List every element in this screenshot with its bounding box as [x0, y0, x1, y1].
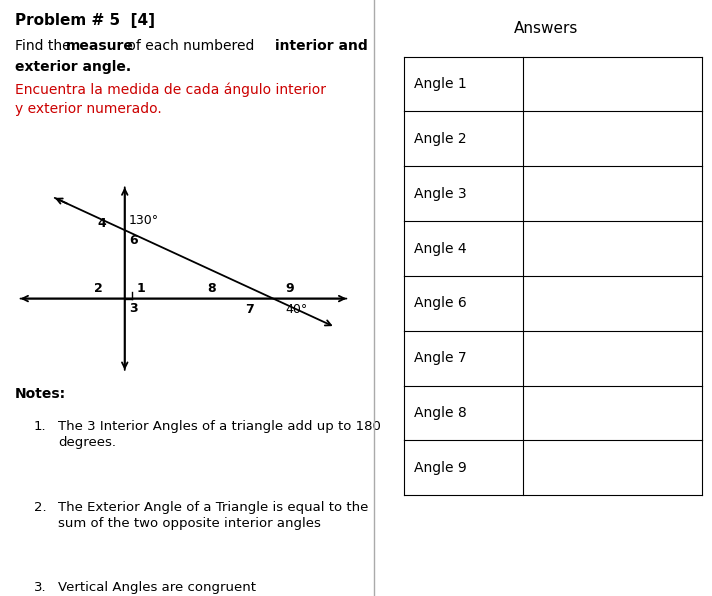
Text: 4: 4 [98, 216, 107, 229]
Text: Angle 7: Angle 7 [414, 351, 466, 365]
Text: interior and: interior and [275, 39, 367, 52]
Text: measure: measure [66, 39, 133, 52]
Text: 130°: 130° [129, 213, 159, 226]
Text: 2.: 2. [33, 501, 46, 514]
Text: Problem # 5  [4]: Problem # 5 [4] [15, 13, 155, 28]
Text: 6: 6 [129, 234, 137, 247]
Text: exterior angle.: exterior angle. [15, 60, 131, 73]
Text: Angle 3: Angle 3 [414, 187, 466, 201]
Text: Encuentra la medida de cada ángulo interior
y exterior numerado.: Encuentra la medida de cada ángulo inter… [15, 82, 326, 116]
Text: Find the: Find the [15, 39, 75, 52]
Text: Answers: Answers [514, 21, 579, 36]
Text: Angle 8: Angle 8 [414, 406, 467, 420]
Text: 3: 3 [129, 302, 137, 315]
Text: 2: 2 [95, 282, 103, 295]
Text: Angle 1: Angle 1 [414, 77, 467, 91]
Text: Notes:: Notes: [15, 387, 66, 401]
Text: Angle 2: Angle 2 [414, 132, 466, 146]
Text: Angle 9: Angle 9 [414, 461, 467, 475]
Text: Vertical Angles are congruent: Vertical Angles are congruent [58, 581, 256, 594]
Text: 9: 9 [286, 282, 294, 295]
Text: 3.: 3. [33, 581, 46, 594]
Text: The 3 Interior Angles of a triangle add up to 180
degrees.: The 3 Interior Angles of a triangle add … [58, 420, 381, 449]
Text: 1: 1 [137, 282, 146, 295]
Text: 40°: 40° [286, 303, 308, 316]
Text: Angle 4: Angle 4 [414, 241, 466, 256]
Text: 1.: 1. [33, 420, 46, 433]
Text: Angle 6: Angle 6 [414, 296, 467, 311]
Text: of each numbered: of each numbered [122, 39, 258, 52]
Text: 7: 7 [246, 303, 254, 316]
Text: The Exterior Angle of a Triangle is equal to the
sum of the two opposite interio: The Exterior Angle of a Triangle is equa… [58, 501, 368, 530]
Text: 8: 8 [206, 282, 216, 295]
